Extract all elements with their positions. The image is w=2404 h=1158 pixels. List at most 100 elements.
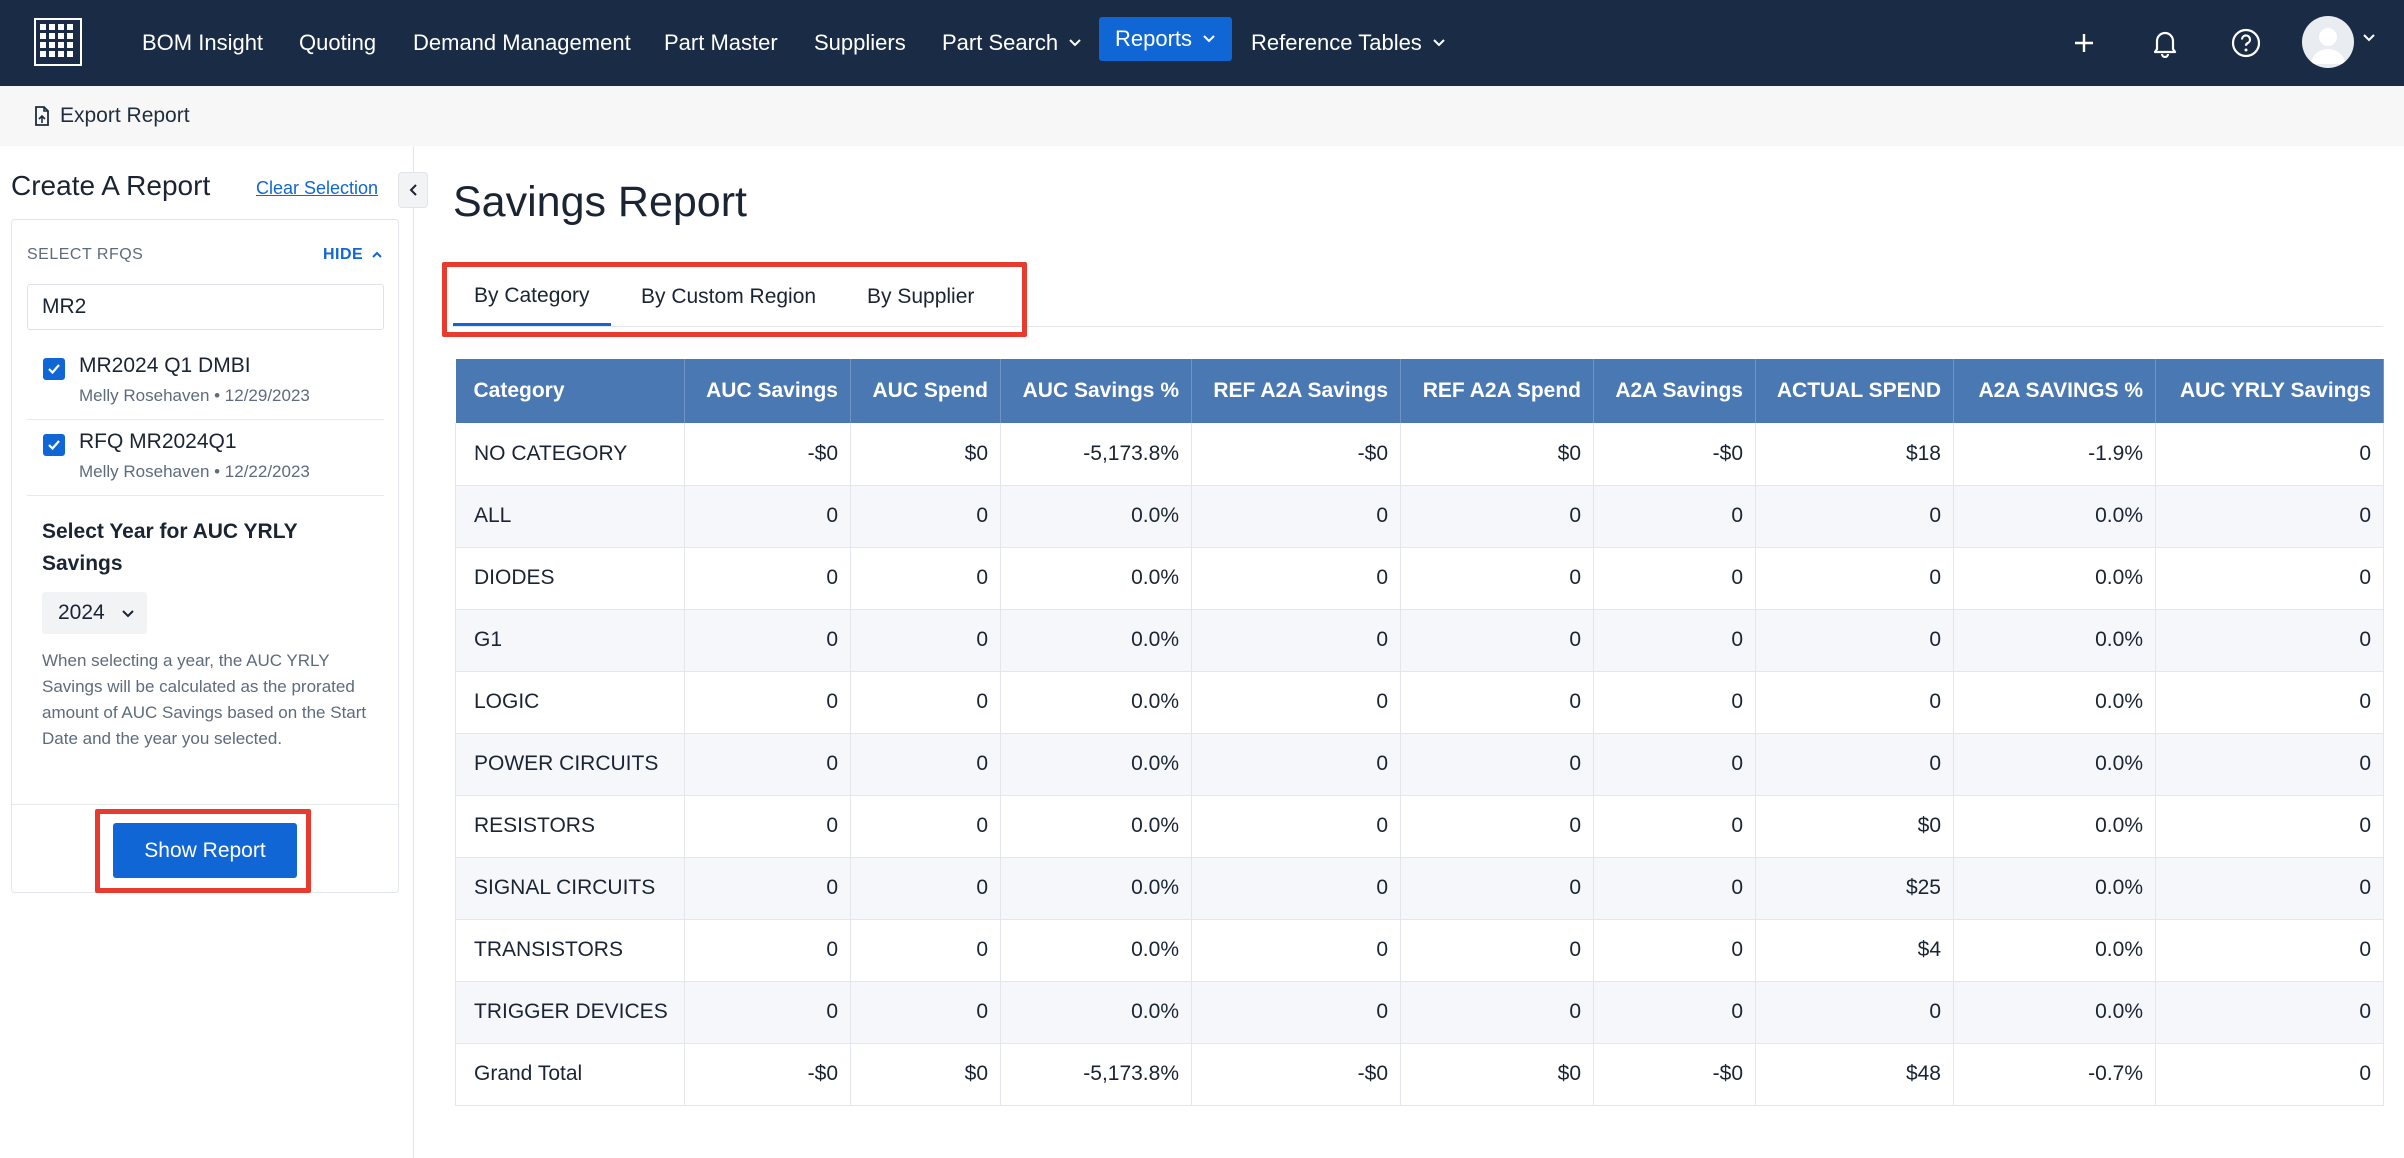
value-cell: $0 — [850, 423, 1001, 486]
value-cell: -$0 — [1191, 1043, 1401, 1106]
value-cell: -$0 — [684, 423, 851, 486]
rfq-list-item[interactable]: MR2024 Q1 DMBI Melly Rosehaven • 12/29/2… — [27, 348, 384, 420]
checkmark-icon — [48, 440, 60, 451]
tab-by-custom-region[interactable]: By Custom Region — [641, 285, 817, 308]
column-header[interactable]: REF A2A Savings — [1191, 359, 1401, 423]
value-cell: 0 — [850, 919, 1001, 982]
value-cell: 0 — [1191, 671, 1401, 734]
nav-item-reference-tables[interactable]: Reference Tables — [1251, 0, 1446, 86]
value-cell: 0 — [2155, 547, 2384, 610]
value-cell: $18 — [1755, 423, 1954, 486]
value-cell: 0.0% — [1000, 547, 1192, 610]
nav-label: Quoting — [299, 30, 377, 55]
column-header[interactable]: AUC Spend — [850, 359, 1001, 423]
value-cell: 0.0% — [1000, 857, 1192, 920]
value-cell: 0 — [1593, 547, 1756, 610]
value-cell: 0 — [1400, 733, 1594, 796]
sub-toolbar — [0, 86, 2404, 146]
category-cell: G1 — [455, 609, 685, 672]
rfq-search-input[interactable] — [27, 284, 384, 330]
notifications-button[interactable] — [2144, 22, 2186, 64]
avatar[interactable] — [2302, 16, 2354, 68]
value-cell: 0 — [2155, 671, 2384, 734]
value-cell: -1.9% — [1953, 423, 2156, 486]
value-cell: 0 — [850, 857, 1001, 920]
nav-item-demand-management[interactable]: Demand Management — [413, 0, 631, 86]
category-cell: TRANSISTORS — [455, 919, 685, 982]
nav-item-part-search[interactable]: Part Search — [942, 0, 1082, 86]
value-cell: 0 — [684, 857, 851, 920]
value-cell: 0 — [1191, 795, 1401, 858]
chevron-down-icon — [1203, 35, 1215, 43]
show-report-button[interactable]: Show Report — [113, 823, 297, 878]
value-cell: 0 — [1400, 857, 1594, 920]
value-cell: 0 — [1593, 857, 1756, 920]
category-cell: TRIGGER DEVICES — [455, 981, 685, 1044]
nav-item-part-master[interactable]: Part Master — [664, 0, 778, 86]
year-select[interactable]: 2024 — [42, 592, 147, 634]
value-cell: 0 — [1191, 733, 1401, 796]
rfq-list-item[interactable]: RFQ MR2024Q1 Melly Rosehaven • 12/22/202… — [27, 424, 384, 496]
column-header[interactable]: REF A2A Spend — [1400, 359, 1594, 423]
nav-label: BOM Insight — [142, 30, 264, 55]
help-icon — [2231, 28, 2261, 58]
value-cell: 0 — [850, 671, 1001, 734]
category-cell: RESISTORS — [455, 795, 685, 858]
nav-item-suppliers[interactable]: Suppliers — [814, 0, 906, 86]
category-cell: ALL — [455, 485, 685, 548]
clear-selection-link[interactable]: Clear Selection — [256, 178, 379, 198]
value-cell: 0 — [2155, 423, 2384, 486]
value-cell: 0 — [1755, 609, 1954, 672]
rfq-checkbox[interactable] — [43, 358, 65, 380]
value-cell: 0 — [850, 981, 1001, 1044]
column-header[interactable]: A2A SAVINGS % — [1953, 359, 2156, 423]
value-cell: -$0 — [1191, 423, 1401, 486]
column-header[interactable]: Category — [455, 359, 685, 423]
nav-item-bom-insight[interactable]: BOM Insight — [142, 0, 263, 86]
category-cell: DIODES — [455, 547, 685, 610]
panel-title: Create A Report — [11, 170, 211, 201]
category-cell: POWER CIRCUITS — [455, 733, 685, 796]
hide-rfqs-toggle[interactable]: HIDE — [323, 246, 383, 264]
value-cell: 0 — [1593, 485, 1756, 548]
help-button[interactable] — [2225, 22, 2267, 64]
rfq-checkbox[interactable] — [43, 434, 65, 456]
value-cell: $48 — [1755, 1043, 1954, 1106]
nav-item-quoting[interactable]: Quoting — [299, 0, 376, 86]
value-cell: 0.0% — [1953, 609, 2156, 672]
highlight-box-show-report — [95, 809, 311, 893]
value-cell: 0.0% — [1953, 485, 2156, 548]
column-header[interactable]: A2A Savings — [1593, 359, 1756, 423]
chevron-left-icon — [409, 184, 417, 196]
column-header[interactable]: AUC YRLY Savings — [2155, 359, 2384, 423]
column-header[interactable]: AUC Savings — [684, 359, 851, 423]
value-cell: 0 — [1755, 485, 1954, 548]
value-cell: $4 — [1755, 919, 1954, 982]
nav-item-reports[interactable]: Reports — [1099, 17, 1233, 61]
savings-table: Category AUC Savings AUC Spend AUC Savings … — [455, 359, 2384, 1106]
value-cell: 0 — [1191, 547, 1401, 610]
value-cell: 0.0% — [1953, 919, 2156, 982]
grid-logo-icon[interactable] — [34, 18, 82, 66]
tab-by-category[interactable]: By Category — [453, 268, 611, 326]
value-cell: 0 — [850, 485, 1001, 548]
value-cell: 0 — [684, 547, 851, 610]
divider — [12, 804, 398, 805]
collapse-panel-button[interactable] — [398, 172, 428, 208]
chevron-down-icon[interactable] — [2362, 33, 2376, 43]
table-row: Grand Total -$0 $0 -5,173.8% -$0 $0 -$0 $48 -0.7… — [455, 1043, 2384, 1106]
highlight-box-tabs — [442, 262, 1027, 337]
value-cell: 0.0% — [1953, 857, 2156, 920]
add-button[interactable] — [2063, 22, 2105, 64]
column-header[interactable]: ACTUAL SPEND — [1755, 359, 1954, 423]
column-header[interactable]: AUC Savings % — [1000, 359, 1192, 423]
export-report-button[interactable]: Export Report — [32, 86, 190, 146]
value-cell: 0 — [1400, 981, 1594, 1044]
tab-by-supplier[interactable]: By Supplier — [867, 285, 975, 308]
value-cell: 0 — [684, 795, 851, 858]
tabs-underline — [453, 326, 2383, 327]
chevron-down-icon — [122, 610, 134, 618]
table-row: RESISTORS 0 0 0.0% 0 0 0 $0 0.0% 0 — [455, 795, 2384, 858]
value-cell: 0 — [850, 609, 1001, 672]
value-cell: 0.0% — [1953, 671, 2156, 734]
